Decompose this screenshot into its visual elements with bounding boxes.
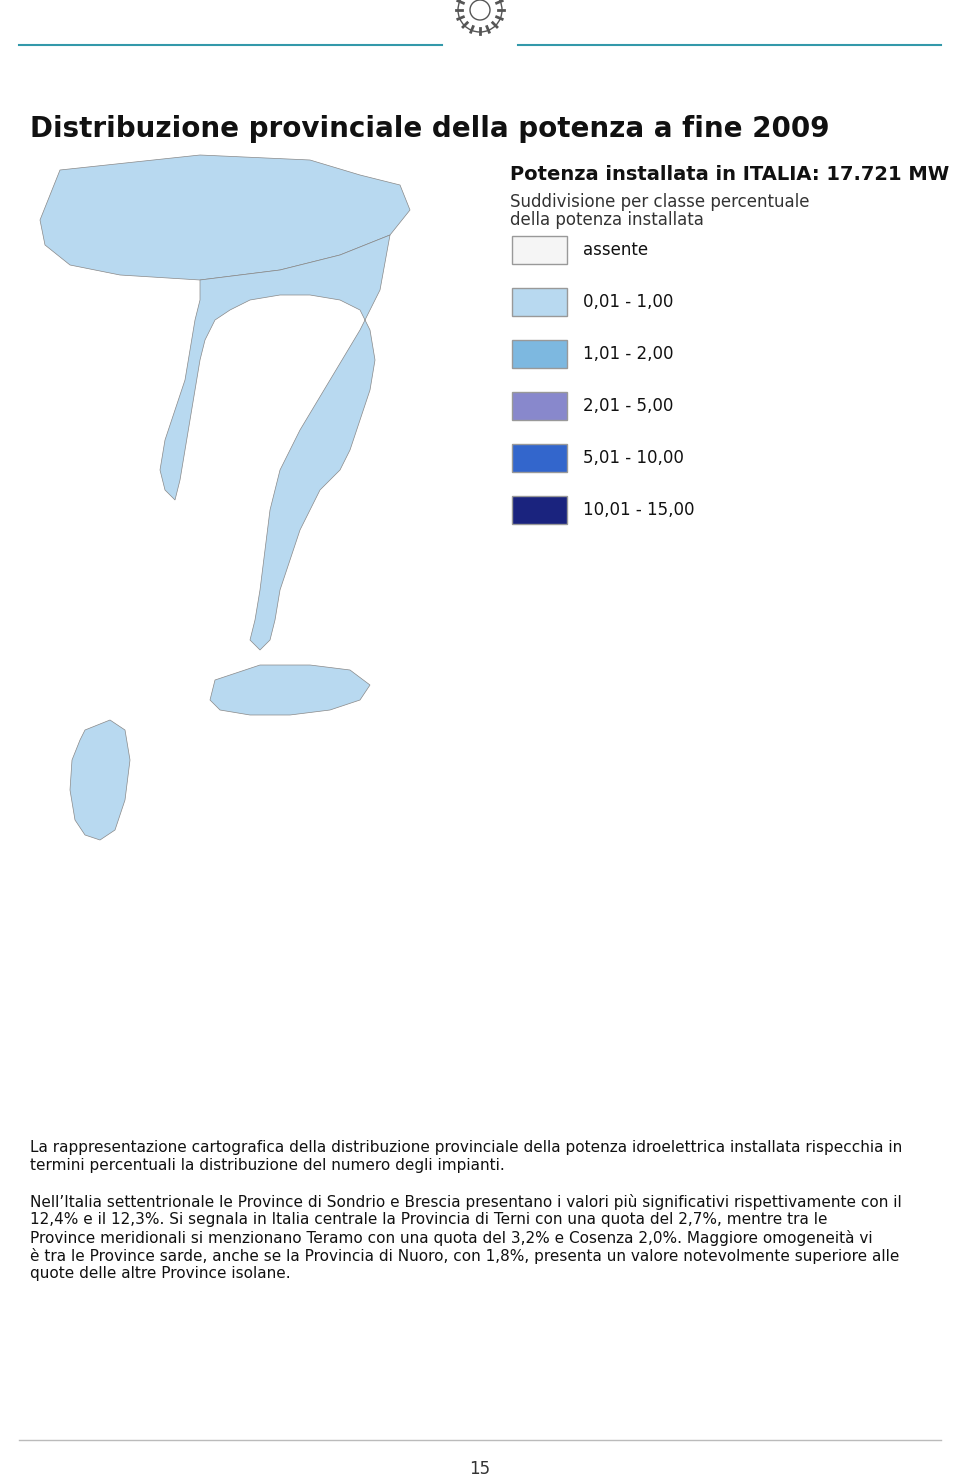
Text: quote delle altre Province isolane.: quote delle altre Province isolane. — [30, 1266, 291, 1281]
Text: Potenza installata in ITALIA: 17.721 MW: Potenza installata in ITALIA: 17.721 MW — [510, 165, 949, 184]
Text: 15: 15 — [469, 1460, 491, 1478]
Text: 12,4% e il 12,3%. Si segnala in Italia centrale la Provincia di Terni con una qu: 12,4% e il 12,3%. Si segnala in Italia c… — [30, 1212, 828, 1227]
Text: La rappresentazione cartografica della distribuzione provinciale della potenza i: La rappresentazione cartografica della d… — [30, 1140, 902, 1155]
FancyBboxPatch shape — [512, 444, 567, 472]
Text: 1,01 - 2,00: 1,01 - 2,00 — [583, 344, 674, 364]
FancyBboxPatch shape — [512, 288, 567, 316]
Text: 2,01 - 5,00: 2,01 - 5,00 — [583, 398, 673, 416]
Text: della potenza installata: della potenza installata — [510, 211, 704, 229]
Text: Nell’Italia settentrionale le Province di Sondrio e Brescia presentano i valori : Nell’Italia settentrionale le Province d… — [30, 1195, 901, 1209]
Text: Suddivisione per classe percentuale: Suddivisione per classe percentuale — [510, 193, 809, 211]
Polygon shape — [210, 665, 370, 715]
Text: è tra le Province sarde, anche se la Provincia di Nuoro, con 1,8%, presenta un v: è tra le Province sarde, anche se la Pro… — [30, 1248, 900, 1264]
FancyBboxPatch shape — [512, 236, 567, 264]
Text: 0,01 - 1,00: 0,01 - 1,00 — [583, 292, 673, 312]
Text: Distribuzione provinciale della potenza a fine 2009: Distribuzione provinciale della potenza … — [30, 114, 829, 142]
FancyBboxPatch shape — [512, 340, 567, 368]
FancyBboxPatch shape — [512, 392, 567, 420]
Polygon shape — [40, 154, 410, 280]
Polygon shape — [160, 234, 390, 650]
FancyBboxPatch shape — [512, 496, 567, 524]
Text: 10,01 - 15,00: 10,01 - 15,00 — [583, 502, 694, 519]
Text: Province meridionali si menzionano Teramo con una quota del 3,2% e Cosenza 2,0%.: Province meridionali si menzionano Teram… — [30, 1230, 873, 1247]
Polygon shape — [70, 720, 130, 840]
Text: 5,01 - 10,00: 5,01 - 10,00 — [583, 450, 684, 467]
Text: assente: assente — [583, 240, 648, 260]
Text: termini percentuali la distribuzione del numero degli impianti.: termini percentuali la distribuzione del… — [30, 1158, 505, 1172]
